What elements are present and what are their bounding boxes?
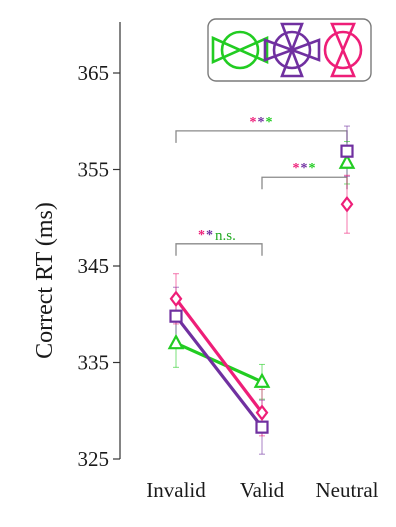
y-tick-label: 365 [78,61,110,85]
y-tick-label: 355 [78,158,110,182]
data-point-triangle [167,333,185,350]
significance-star: * [250,115,257,130]
significance-bracket: * * n.s. [175,228,263,256]
axes: 325 335 345 355 365 Correct RT (ms) Invalid Val… [32,22,379,502]
data-point-square [340,144,354,158]
significance-bracket: * * * [175,115,348,143]
significance-bracket: * * * [261,161,348,190]
x-category-label: Neutral [316,478,379,502]
legend [207,18,372,82]
green-horizontal-bowtie-circle-icon [211,30,269,70]
series-line [175,341,263,384]
bracket-line [261,176,348,190]
bracket-line [175,130,348,143]
data-point-diamond [255,404,269,421]
y-tick-label: 345 [78,254,110,278]
significance-star: * [206,228,213,243]
x-category-label: Valid [240,478,285,502]
data-point-triangle [338,153,356,169]
data-point-diamond [169,290,183,308]
significance-star: * [293,161,300,176]
plot-area [167,125,356,455]
data-point-square [255,420,269,434]
pink-vertical-bowtie-circle-icon [323,22,363,78]
series-line [174,297,264,414]
significance-star: * [258,115,265,130]
significance-label: n.s. [215,228,236,244]
significance-star: * [198,228,205,243]
data-point-diamond [340,195,354,213]
y-tick-label: 325 [78,447,110,471]
x-category-label: Invalid [146,478,206,502]
series-line [174,315,264,429]
data-point-triangle [253,372,271,388]
significance-annotations: * * n.s.* * ** * * [175,115,348,256]
significance-star: * [266,115,273,130]
bracket-line [175,243,263,256]
y-axis-title: Correct RT (ms) [32,202,58,359]
significance-star: * [301,161,308,176]
purple-cross-bowtie-circle-icon [263,22,321,78]
y-tick-label: 335 [78,351,110,375]
significance-star: * [309,161,316,176]
data-point-square [169,309,183,323]
